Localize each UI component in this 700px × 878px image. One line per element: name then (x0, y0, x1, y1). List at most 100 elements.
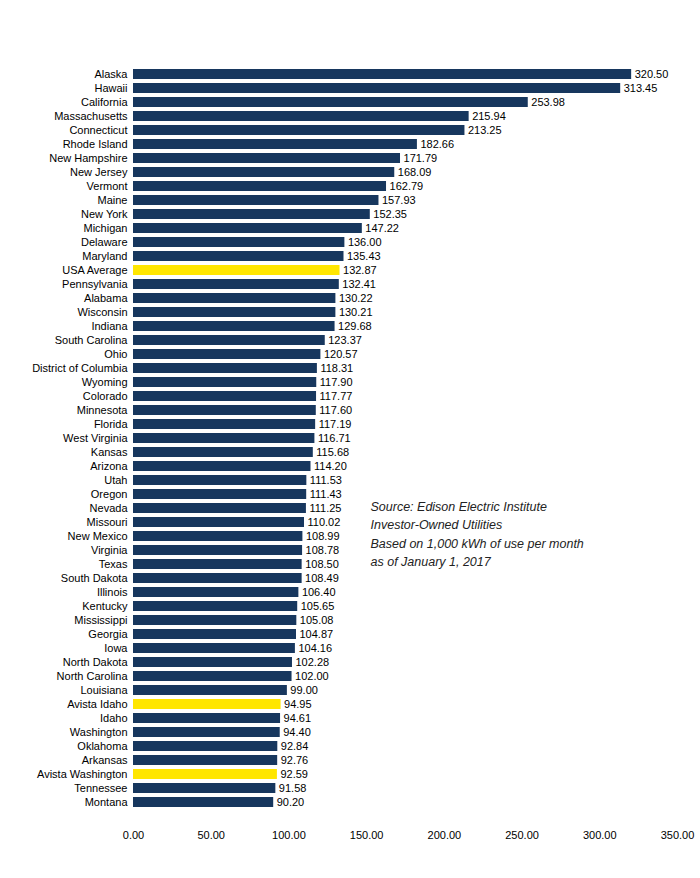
svg-text:136.00: 136.00 (348, 236, 382, 248)
svg-text:Iowa: Iowa (104, 642, 128, 654)
svg-text:Washington: Washington (70, 726, 128, 738)
svg-text:Illinois: Illinois (97, 586, 128, 598)
svg-text:Minnesota: Minnesota (77, 404, 129, 416)
svg-text:Pennsylvania: Pennsylvania (62, 278, 128, 290)
svg-text:Utah: Utah (104, 474, 127, 486)
svg-text:Montana: Montana (85, 796, 129, 808)
svg-text:Mississippi: Mississippi (74, 614, 127, 626)
svg-text:105.65: 105.65 (301, 600, 335, 612)
svg-text:104.16: 104.16 (298, 642, 332, 654)
svg-text:108.50: 108.50 (305, 558, 339, 570)
svg-text:New York: New York (81, 208, 128, 220)
svg-text:Ohio: Ohio (104, 348, 127, 360)
svg-text:132.87: 132.87 (343, 264, 377, 276)
svg-text:New Mexico: New Mexico (68, 530, 128, 542)
svg-text:94.95: 94.95 (284, 698, 312, 710)
svg-text:West Virginia: West Virginia (63, 432, 128, 444)
svg-text:North Carolina: North Carolina (57, 670, 129, 682)
svg-text:350.00: 350.00 (661, 829, 695, 841)
svg-text:Indiana: Indiana (91, 320, 128, 332)
svg-text:99.00: 99.00 (290, 684, 318, 696)
svg-text:50.00: 50.00 (197, 829, 225, 841)
svg-text:Colorado: Colorado (83, 390, 128, 402)
svg-text:94.40: 94.40 (283, 726, 311, 738)
svg-text:Virginia: Virginia (91, 544, 128, 556)
svg-text:94.61: 94.61 (284, 712, 312, 724)
svg-text:168.09: 168.09 (398, 166, 432, 178)
svg-text:108.78: 108.78 (306, 544, 340, 556)
svg-text:171.79: 171.79 (404, 152, 438, 164)
svg-text:Avista Idaho: Avista Idaho (67, 698, 127, 710)
svg-text:Arkansas: Arkansas (82, 754, 128, 766)
svg-text:91.58: 91.58 (279, 782, 307, 794)
svg-text:105.08: 105.08 (300, 614, 334, 626)
svg-text:123.37: 123.37 (328, 334, 362, 346)
svg-text:300.00: 300.00 (583, 829, 617, 841)
svg-text:Maine: Maine (98, 194, 128, 206)
svg-text:Idaho: Idaho (100, 712, 128, 724)
svg-text:Wyoming: Wyoming (82, 376, 128, 388)
svg-text:114.20: 114.20 (314, 460, 347, 472)
svg-text:92.59: 92.59 (280, 768, 308, 780)
svg-text:Nevada: Nevada (90, 502, 129, 514)
svg-text:150.00: 150.00 (350, 829, 384, 841)
svg-text:Oklahoma: Oklahoma (77, 740, 128, 752)
svg-text:130.21: 130.21 (339, 306, 373, 318)
svg-text:Massachusetts: Massachusetts (54, 110, 128, 122)
svg-text:111.53: 111.53 (310, 474, 342, 486)
svg-text:Delaware: Delaware (81, 236, 127, 248)
svg-text:135.43: 135.43 (347, 250, 381, 262)
svg-text:92.76: 92.76 (281, 754, 309, 766)
svg-text:182.66: 182.66 (420, 138, 454, 150)
svg-text:253.98: 253.98 (531, 96, 565, 108)
svg-text:Rhode Island: Rhode Island (63, 138, 128, 150)
svg-text:152.35: 152.35 (373, 208, 407, 220)
svg-text:147.22: 147.22 (365, 222, 399, 234)
svg-text:Louisiana: Louisiana (80, 684, 128, 696)
svg-text:New Hampshire: New Hampshire (49, 152, 127, 164)
svg-text:117.77: 117.77 (320, 390, 353, 402)
svg-text:111.25: 111.25 (309, 502, 341, 514)
svg-text:Source: Edison Electric Instit: Source: Edison Electric InstituteInvesto… (371, 500, 584, 568)
svg-text:Florida: Florida (94, 418, 129, 430)
svg-text:117.90: 117.90 (320, 376, 353, 388)
svg-text:Michigan: Michigan (83, 222, 127, 234)
svg-text:South Carolina: South Carolina (55, 334, 129, 346)
svg-text:Texas: Texas (99, 558, 128, 570)
svg-text:Maryland: Maryland (82, 250, 127, 262)
svg-text:162.79: 162.79 (390, 180, 424, 192)
svg-text:130.22: 130.22 (339, 292, 373, 304)
svg-text:South Dakota: South Dakota (61, 572, 129, 584)
svg-text:213.25: 213.25 (468, 124, 502, 136)
svg-text:118.31: 118.31 (320, 362, 353, 374)
svg-text:90.20: 90.20 (277, 796, 305, 808)
svg-text:Connecticut: Connecticut (69, 124, 127, 136)
svg-text:129.68: 129.68 (338, 320, 372, 332)
svg-text:Kentucky: Kentucky (82, 600, 128, 612)
svg-text:102.28: 102.28 (295, 656, 329, 668)
svg-text:250.00: 250.00 (505, 829, 539, 841)
svg-text:District of Columbia: District of Columbia (32, 362, 128, 374)
svg-text:102.00: 102.00 (295, 670, 329, 682)
svg-text:Oregon: Oregon (91, 488, 128, 500)
svg-text:Alaska: Alaska (94, 68, 128, 80)
svg-text:100.00: 100.00 (272, 829, 306, 841)
svg-text:92.84: 92.84 (281, 740, 309, 752)
svg-text:120.57: 120.57 (324, 348, 358, 360)
svg-text:108.99: 108.99 (306, 530, 340, 542)
svg-text:117.60: 117.60 (319, 404, 352, 416)
svg-text:115.68: 115.68 (316, 446, 349, 458)
svg-text:Arizona: Arizona (90, 460, 128, 472)
svg-text:108.49: 108.49 (305, 572, 339, 584)
svg-text:320.50: 320.50 (635, 68, 669, 80)
svg-text:Kansas: Kansas (91, 446, 128, 458)
svg-text:200.00: 200.00 (428, 829, 462, 841)
svg-text:111.43: 111.43 (310, 488, 342, 500)
svg-text:313.45: 313.45 (624, 82, 658, 94)
svg-text:117.19: 117.19 (319, 418, 352, 430)
svg-text:Tennessee: Tennessee (74, 782, 127, 794)
svg-text:Hawaii: Hawaii (94, 82, 127, 94)
svg-text:New Jersey: New Jersey (70, 166, 128, 178)
svg-text:116.71: 116.71 (318, 432, 351, 444)
svg-text:USA Average: USA Average (62, 264, 127, 276)
